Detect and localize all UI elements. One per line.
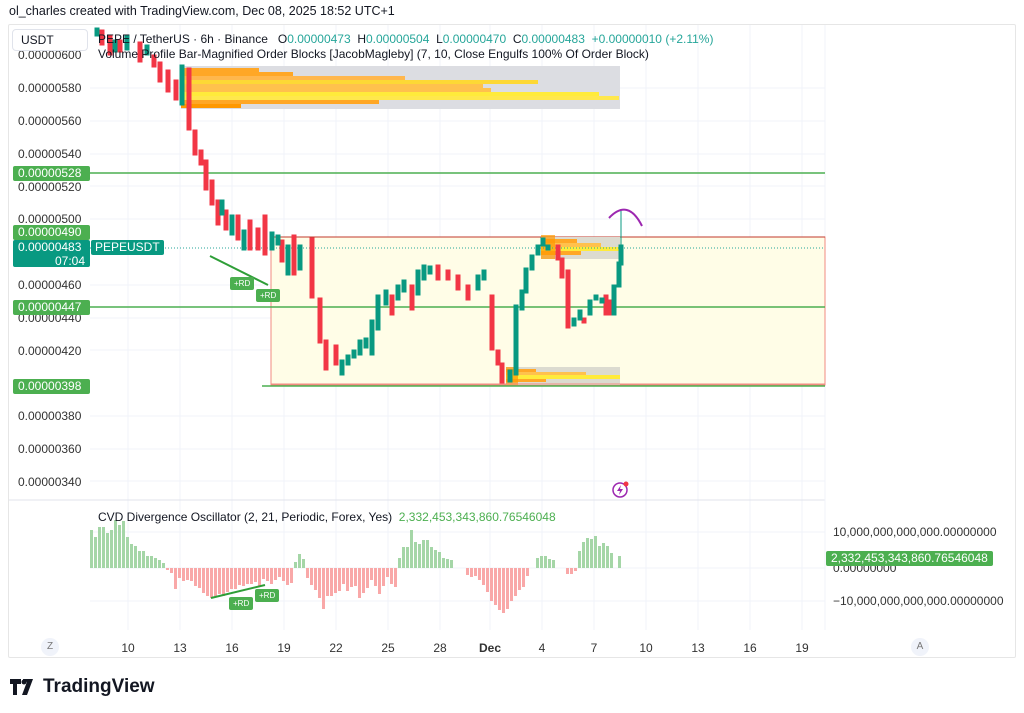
time-tick: 13 — [173, 641, 187, 655]
open-value: 0.00000473 — [287, 32, 351, 46]
cvd-tick: −10,000,000,000,000.00000000 — [833, 594, 1004, 608]
time-tick-month: Dec — [478, 641, 502, 655]
price-tick: 0.00000420 — [18, 344, 82, 358]
zoom-reset-button[interactable]: Z — [41, 638, 59, 656]
currency-unit-button[interactable]: USDT — [12, 29, 88, 51]
bar-countdown: 07:04 — [54, 254, 85, 268]
price-tick: 0.00000340 — [18, 475, 82, 489]
price-tick: 0.00000540 — [18, 147, 82, 161]
level-badge: 0.00000447 — [13, 300, 90, 315]
time-tick: 10 — [639, 641, 653, 655]
last-price-badge: 0.00000483 07:04 — [13, 240, 90, 268]
time-tick: 13 — [691, 641, 705, 655]
symbol-title: PEPE / TetherUS · 6h · Binance — [98, 32, 268, 46]
tradingview-logo-icon — [10, 679, 33, 695]
time-tick: 7 — [590, 641, 598, 655]
time-tick: 25 — [381, 641, 395, 655]
indicator-legend-orderblocks[interactable]: Volume Profile Bar-Magnified Order Block… — [98, 47, 649, 61]
price-tick: 0.00000580 — [18, 81, 82, 95]
price-tick: 0.00000360 — [18, 442, 82, 456]
cvd-value: 2,332,453,343,860.76546048 — [398, 510, 556, 524]
cvd-tick: 10,000,000,000,000.00000000 — [833, 525, 997, 539]
price-chart[interactable] — [0, 0, 1024, 660]
change-value: +0.00000010 (+2.11%) — [591, 32, 714, 46]
level-badge: 0.00000398 — [13, 379, 90, 394]
price-tick: 0.00000560 — [18, 114, 82, 128]
tradingview-logo: TradingView — [10, 676, 155, 698]
chart-caption: ol_charles created with TradingView.com,… — [9, 4, 395, 18]
low-value: 0.00000470 — [442, 32, 507, 46]
price-tick: 0.00000600 — [18, 48, 82, 62]
time-tick: 28 — [433, 641, 447, 655]
time-tick: 4 — [538, 641, 546, 655]
time-tick: 16 — [743, 641, 757, 655]
price-tick: 0.00000520 — [18, 180, 82, 194]
lightning-alert-icon — [612, 481, 629, 498]
time-tick: 19 — [277, 641, 291, 655]
cvd-legend[interactable]: CVD Divergence Oscillator (2, 21, Period… — [98, 510, 556, 524]
symbol-legend[interactable]: PEPE / TetherUS · 6h · Binance O0.000004… — [98, 32, 714, 46]
cvd-value-badge: 2,332,453,343,860.76546048 — [826, 551, 993, 566]
cvd-divergence-label: +RD — [229, 597, 254, 610]
price-tick: 0.00000380 — [18, 409, 82, 423]
price-tick: 0.00000500 — [18, 212, 82, 226]
close-value: 0.00000483 — [521, 32, 585, 46]
high-value: 0.00000504 — [365, 32, 430, 46]
price-tick: 0.00000460 — [18, 278, 82, 292]
auto-scale-button[interactable]: A — [911, 638, 929, 656]
level-badge: 0.00000490 — [13, 225, 90, 240]
time-tick: 16 — [225, 641, 239, 655]
chart-frame — [8, 24, 1016, 658]
time-tick: 10 — [121, 641, 135, 655]
cvd-title: CVD Divergence Oscillator (2, 21, Period… — [98, 510, 393, 524]
time-tick: 22 — [329, 641, 343, 655]
level-badge: 0.00000528 — [13, 166, 90, 181]
divergence-label: +RD — [256, 289, 281, 302]
time-tick: 19 — [795, 641, 809, 655]
candles — [94, 27, 624, 384]
cvd-divergence-label: +RD — [255, 589, 280, 602]
symbol-tag: PEPEUSDT — [91, 240, 164, 255]
divergence-label: +RD — [230, 277, 255, 290]
cvd-histogram — [90, 520, 825, 613]
